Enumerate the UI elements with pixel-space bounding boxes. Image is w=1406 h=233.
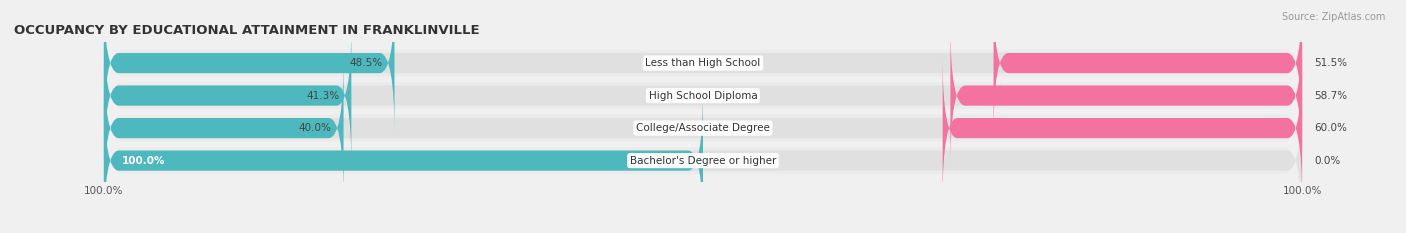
FancyBboxPatch shape — [104, 57, 343, 199]
Text: 100.0%: 100.0% — [122, 156, 166, 166]
Text: Source: ZipAtlas.com: Source: ZipAtlas.com — [1281, 12, 1385, 22]
FancyBboxPatch shape — [104, 44, 1302, 212]
Text: 58.7%: 58.7% — [1315, 91, 1347, 101]
Text: 48.5%: 48.5% — [349, 58, 382, 68]
FancyBboxPatch shape — [104, 89, 1302, 232]
Text: 0.0%: 0.0% — [1315, 156, 1340, 166]
FancyBboxPatch shape — [104, 24, 352, 167]
FancyBboxPatch shape — [104, 11, 1302, 180]
FancyBboxPatch shape — [950, 24, 1302, 167]
FancyBboxPatch shape — [104, 57, 1302, 199]
FancyBboxPatch shape — [104, 0, 1302, 134]
FancyBboxPatch shape — [994, 0, 1302, 134]
FancyBboxPatch shape — [104, 89, 703, 232]
Text: 40.0%: 40.0% — [298, 123, 332, 133]
FancyBboxPatch shape — [104, 0, 395, 134]
Text: 51.5%: 51.5% — [1315, 58, 1347, 68]
FancyBboxPatch shape — [104, 76, 1302, 233]
FancyBboxPatch shape — [104, 24, 1302, 167]
FancyBboxPatch shape — [104, 0, 1302, 147]
Text: Bachelor's Degree or higher: Bachelor's Degree or higher — [630, 156, 776, 166]
Text: 41.3%: 41.3% — [307, 91, 339, 101]
Text: Less than High School: Less than High School — [645, 58, 761, 68]
Text: High School Diploma: High School Diploma — [648, 91, 758, 101]
FancyBboxPatch shape — [942, 57, 1302, 199]
Text: 60.0%: 60.0% — [1315, 123, 1347, 133]
Text: College/Associate Degree: College/Associate Degree — [636, 123, 770, 133]
Text: OCCUPANCY BY EDUCATIONAL ATTAINMENT IN FRANKLINVILLE: OCCUPANCY BY EDUCATIONAL ATTAINMENT IN F… — [14, 24, 479, 37]
